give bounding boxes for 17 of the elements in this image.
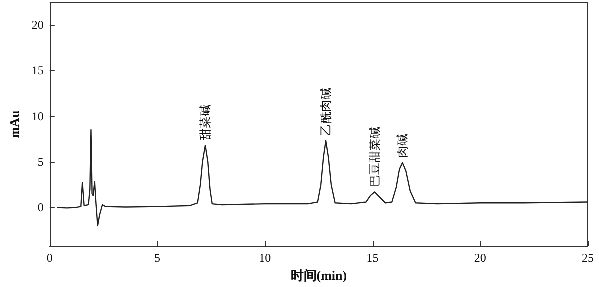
x-tick-label: 25	[582, 251, 594, 266]
x-tick-label: 10	[259, 251, 272, 266]
x-tick-label: 20	[474, 251, 486, 266]
annotation: 肉碱	[396, 134, 410, 158]
x-tick-label: 0	[46, 251, 53, 266]
y-axis-title: mAu	[7, 110, 22, 138]
x-tick-label: 5	[154, 251, 161, 266]
annotation: 巴豆甜菜碱	[368, 127, 382, 188]
y-tick-label: 0	[38, 200, 44, 215]
y-tick-label: 5	[38, 155, 44, 170]
x-axis-title: 时间(min)	[290, 268, 348, 283]
annotation: 甜菜碱	[198, 104, 213, 141]
annotation: 乙酰肉碱	[319, 88, 334, 136]
x-tick-label: 15	[366, 251, 379, 266]
y-tick-label: 15	[32, 64, 44, 78]
y-tick-label: 10	[32, 109, 44, 124]
y-tick-label: 20	[32, 18, 44, 32]
